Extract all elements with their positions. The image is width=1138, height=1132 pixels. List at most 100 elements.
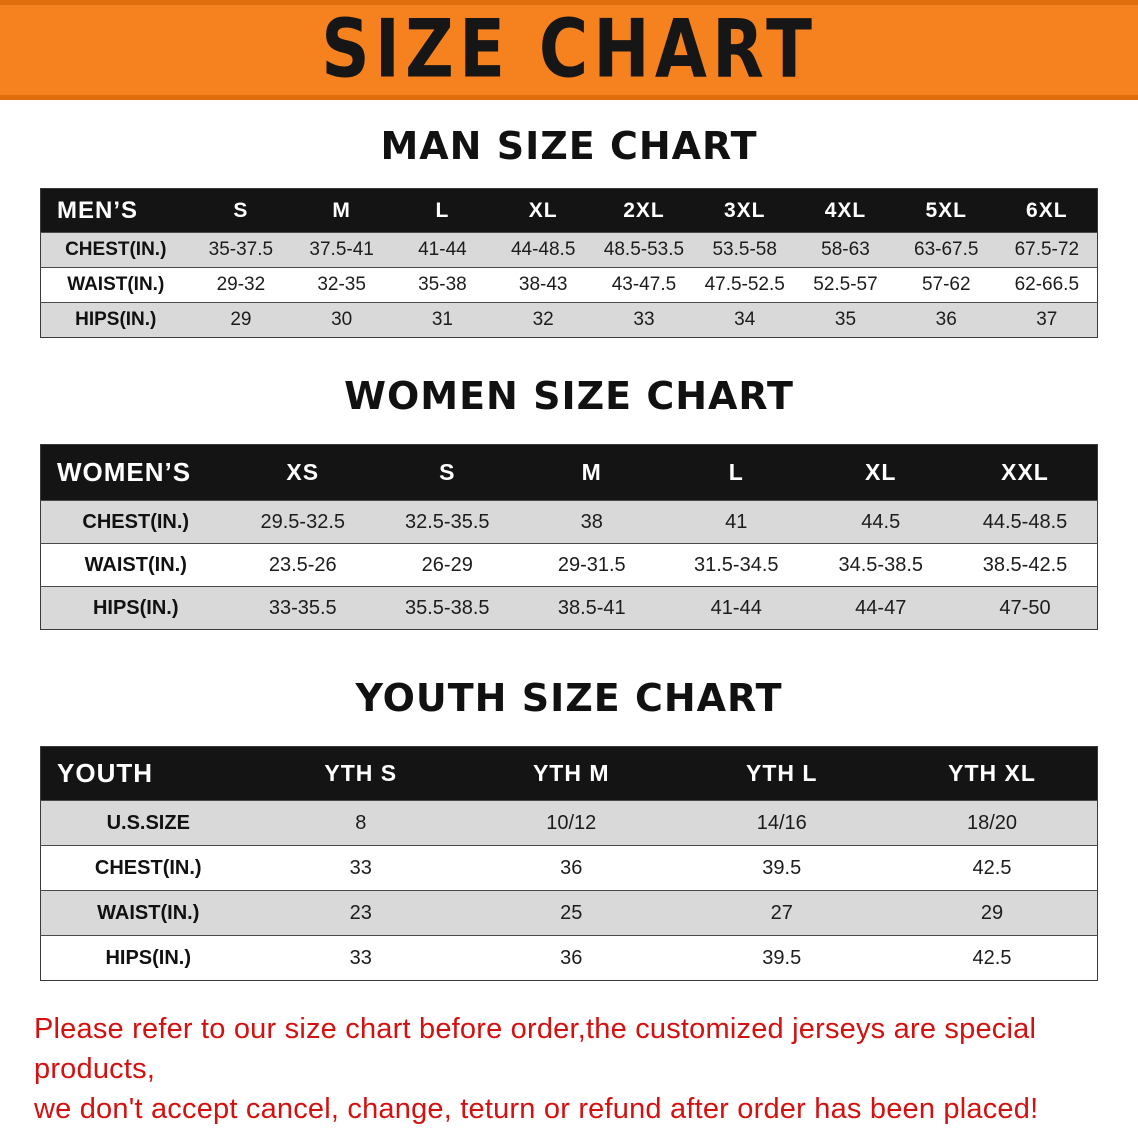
row-label: CHEST(IN.)	[65, 239, 167, 260]
row-label: HIPS(IN.)	[92, 596, 179, 619]
size-column-header: YTH M	[532, 760, 610, 786]
size-column-header: 5XL	[925, 198, 967, 222]
row-label: WAIST(IN.)	[97, 901, 200, 924]
table-header-row: MEN’S S M L XL 2XL 3XL 4XL 5XL 6XL	[40, 188, 1098, 233]
cell-value: 44-47	[855, 596, 907, 619]
cell-value: 42.5	[972, 946, 1012, 969]
table-row: CHEST(IN.) 33 36 39.5 42.5	[40, 845, 1098, 891]
cell-value: 62-66.5	[1014, 274, 1080, 295]
size-column-header: 2XL	[623, 198, 665, 222]
cell-value: 29-32	[216, 274, 266, 295]
cell-value: 44.5	[861, 510, 901, 533]
cell-value: 39.5	[762, 946, 802, 969]
cell-value: 36	[935, 309, 957, 330]
men-size-section: MAN SIZE CHART MEN’S S M L XL 2XL 3XL 4XL 5XL 6XL…	[0, 124, 1138, 338]
cell-value: 32	[532, 309, 554, 330]
cell-value: 52.5-57	[813, 274, 878, 295]
cell-value: 32-35	[317, 274, 366, 295]
cell-value: 29	[980, 901, 1004, 924]
row-label: CHEST(IN.)	[94, 856, 202, 879]
row-label: WAIST(IN.)	[84, 553, 187, 576]
cell-value: 37.5-41	[309, 239, 374, 260]
cell-value: 36	[560, 856, 583, 879]
size-column-header: XS	[286, 459, 320, 485]
cell-value: 23.5-26	[268, 553, 337, 576]
table-row: CHEST(IN.) 29.5-32.5 32.5-35.5 38 41 44.5 44.5…	[40, 500, 1098, 544]
cell-value: 47-50	[999, 596, 1051, 619]
cell-value: 57-62	[921, 274, 971, 295]
cell-value: 63-67.5	[914, 239, 979, 260]
table-corner-label: YOUTH	[57, 758, 153, 788]
cell-value: 41-44	[710, 596, 762, 619]
size-column-header: M	[581, 459, 602, 485]
cell-value: 18/20	[966, 811, 1018, 834]
women-size-section: WOMEN SIZE CHART WOMEN’S XS S M L XL XXL CHEST(…	[0, 374, 1138, 630]
youth-size-section: YOUTH SIZE CHART YOUTH YTH S YTH M YTH L YTH…	[0, 676, 1138, 981]
cell-value: 36	[560, 946, 583, 969]
disclaimer-line-1: Please refer to our size chart before or…	[34, 1013, 1037, 1086]
cell-value: 35-38	[418, 274, 467, 295]
table-row: HIPS(IN.) 33 36 39.5 42.5	[40, 935, 1098, 981]
cell-value: 38.5-41	[557, 596, 626, 619]
cell-value: 27	[770, 901, 793, 924]
table-row: WAIST(IN.) 23 25 27 29	[40, 890, 1098, 936]
disclaimer: Please refer to our size chart before or…	[34, 1009, 1104, 1129]
size-column-header: L	[435, 198, 450, 222]
size-column-header: 3XL	[723, 198, 766, 222]
size-column-header: S	[233, 198, 249, 222]
cell-value: 38.5-42.5	[982, 553, 1068, 576]
cell-value: 34.5-38.5	[838, 553, 923, 576]
size-column-header: YTH L	[746, 760, 818, 786]
size-chart-banner: SIZE CHART	[0, 0, 1138, 100]
size-column-header: XL	[865, 459, 897, 485]
cell-value: 29	[230, 309, 252, 330]
row-label: WAIST(IN.)	[67, 274, 165, 295]
cell-value: 14/16	[756, 811, 807, 834]
table-corner-label: MEN’S	[57, 196, 139, 224]
cell-value: 31	[431, 309, 453, 330]
cell-value: 47.5-52.5	[704, 274, 785, 295]
cell-value: 38	[580, 510, 603, 533]
cell-value: 35	[834, 309, 857, 330]
cell-value: 26-29	[421, 553, 473, 576]
cell-value: 10/12	[546, 811, 597, 834]
women-size-table: WOMEN’S XS S M L XL XXL CHEST(IN.) 29.5-32.5 32.5…	[40, 444, 1098, 630]
cell-value: 32.5-35.5	[404, 510, 490, 533]
table-header-row: YOUTH YTH S YTH M YTH L YTH XL	[40, 746, 1098, 801]
women-section-heading: WOMEN SIZE CHART	[344, 374, 794, 418]
cell-value: 23	[349, 901, 372, 924]
cell-value: 37	[1036, 309, 1058, 330]
table-row: WAIST(IN.) 23.5-26 26-29 29-31.5 31.5-34.5 34…	[40, 543, 1098, 587]
cell-value: 53.5-58	[712, 239, 777, 260]
cell-value: 48.5-53.5	[603, 239, 685, 260]
size-column-header: 6XL	[1026, 198, 1068, 222]
cell-value: 8	[355, 811, 367, 834]
cell-value: 33	[349, 946, 372, 969]
table-row: HIPS(IN.) 29 30 31 32 33 34 35 36 37	[40, 302, 1098, 338]
disclaimer-line-2: we don't accept cancel, change, teturn o…	[34, 1093, 1039, 1126]
cell-value: 29-31.5	[557, 553, 626, 576]
row-label: HIPS(IN.)	[105, 946, 192, 969]
size-column-header: M	[332, 198, 351, 222]
cell-value: 33-35.5	[268, 596, 337, 619]
cell-value: 31.5-34.5	[693, 553, 779, 576]
cell-value: 35.5-38.5	[404, 596, 490, 619]
cell-value: 44.5-48.5	[982, 510, 1068, 533]
size-column-header: 4XL	[824, 198, 867, 222]
table-row: CHEST(IN.) 35-37.5 37.5-41 41-44 44-48.5 48.5…	[40, 232, 1098, 268]
men-size-table: MEN’S S M L XL 2XL 3XL 4XL 5XL 6XL CHEST(IN.) 35-37…	[40, 188, 1098, 338]
size-column-header: YTH S	[324, 760, 398, 786]
cell-value: 33	[633, 309, 655, 330]
row-label: U.S.SIZE	[106, 811, 190, 834]
size-column-header: L	[728, 459, 744, 485]
table-corner-label: WOMEN’S	[57, 457, 192, 487]
youth-section-heading: YOUTH SIZE CHART	[355, 676, 783, 720]
youth-size-table: YOUTH YTH S YTH M YTH L YTH XL U.S.SIZE 8 10/12…	[40, 746, 1098, 981]
table-header-row: WOMEN’S XS S M L XL XXL	[40, 444, 1098, 501]
cell-value: 43-47.5	[611, 274, 677, 295]
cell-value: 35-37.5	[208, 239, 274, 260]
cell-value: 58-63	[821, 239, 870, 260]
row-label: CHEST(IN.)	[82, 510, 190, 533]
size-column-header: XL	[528, 198, 558, 222]
